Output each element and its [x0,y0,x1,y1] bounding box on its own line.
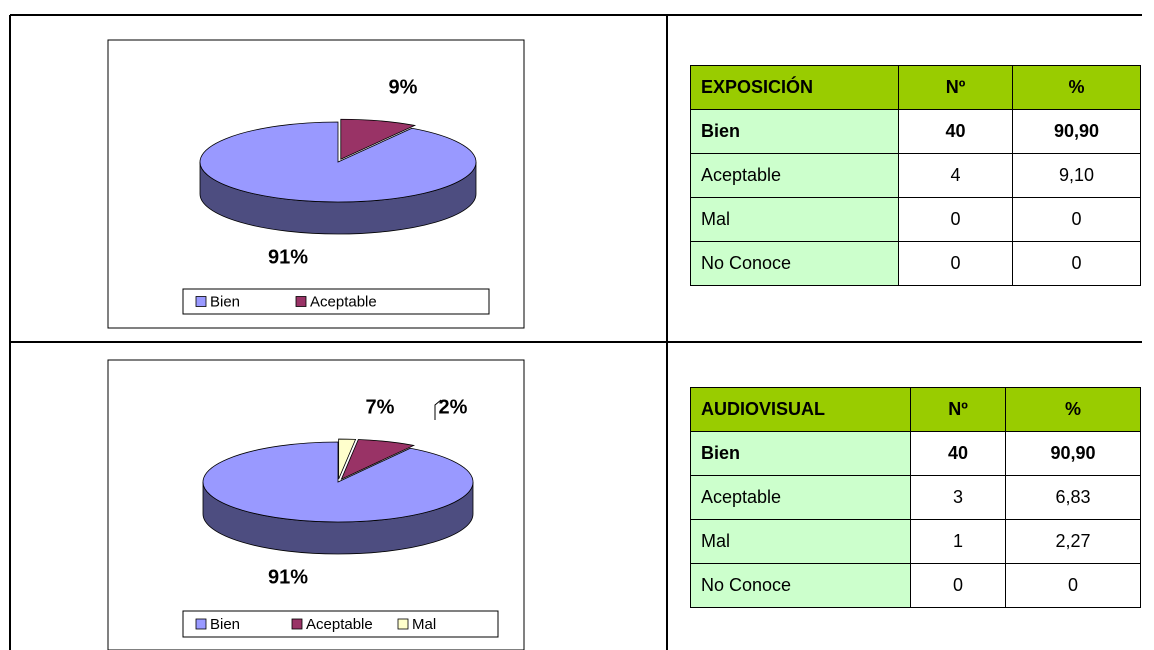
table-row: Bien 40 90,90 [690,431,1141,476]
table: EXPOSICIÓN Nº% Bien 40 90,90 Aceptable 4 9,10 Ma… [690,65,1141,286]
table-cell: Aceptable [690,153,899,198]
table-cell: 40 [898,109,1013,154]
table-row: Aceptable 4 9,10 [690,153,1141,198]
pie-slice [338,438,357,480]
table-cell: Mal [690,197,899,242]
table-cell: 6,83 [1005,475,1141,520]
table-cell: No Conoce [690,241,899,286]
table-cell: 3 [910,475,1006,520]
table-cell: 1 [910,519,1006,564]
data-label: 2% [439,396,468,418]
pie-slice [340,118,417,160]
legend-label: Mal [412,616,436,633]
legend-swatch [291,618,303,630]
legend-swatch [195,296,207,307]
table-cell: Aceptable [690,475,911,520]
legend-label: Bien [210,616,240,633]
legend-label: Bien [210,293,240,310]
data-label: 7% [366,396,395,418]
table-row: No Conoce 0 0 [690,241,1141,286]
table-cell: No Conoce [690,563,911,608]
pie-slice [199,121,477,203]
legend-swatch [295,296,307,307]
table-cell: EXPOSICIÓN [690,65,899,110]
table-cell: 0 [898,241,1013,286]
table-row: No Conoce 0 0 [690,563,1141,608]
data-label: 91% [268,246,308,268]
table-cell: 0 [910,563,1006,608]
table-cell: % [1005,387,1141,432]
table-cell: 0 [898,197,1013,242]
table-cell: 90,90 [1012,109,1141,154]
table-row: Mal 1 2,27 [690,519,1141,564]
table-cell: Mal [690,519,911,564]
table-cell: 40 [910,431,1006,476]
table-row: Aceptable 3 6,83 [690,475,1141,520]
table-cell: % [1012,65,1141,110]
table-cell: 2,27 [1005,519,1141,564]
legend [182,288,490,315]
table-row: EXPOSICIÓN Nº% [690,65,1141,110]
legend-swatch [397,618,409,630]
table-cell: 90,90 [1005,431,1141,476]
table-cell: 0 [1005,563,1141,608]
table: AUDIOVISUAL Nº% Bien 40 90,90 Aceptable 3 6,83 M… [690,387,1141,608]
table-cell: Bien [690,431,911,476]
table-cell: AUDIOVISUAL [690,387,911,432]
data-label: 91% [268,566,308,588]
pie-slice [340,439,416,481]
legend [182,610,499,638]
legend-label: Aceptable [310,293,377,310]
table-cell: 0 [1012,241,1141,286]
table-cell: 9,10 [1012,153,1141,198]
table-cell: Nº [898,65,1013,110]
table-cell: 0 [1012,197,1141,242]
legend-label: Aceptable [306,616,373,633]
table-cell: Bien [690,109,899,154]
table-row: Bien 40 90,90 [690,109,1141,154]
table-row: AUDIOVISUAL Nº% [690,387,1141,432]
legend-swatch [195,618,207,630]
table-cell: 4 [898,153,1013,198]
pie-slice [202,441,474,523]
table-row: Mal 0 0 [690,197,1141,242]
leader-line [434,399,442,420]
table-cell: Nº [910,387,1006,432]
data-label: 9% [389,76,418,98]
